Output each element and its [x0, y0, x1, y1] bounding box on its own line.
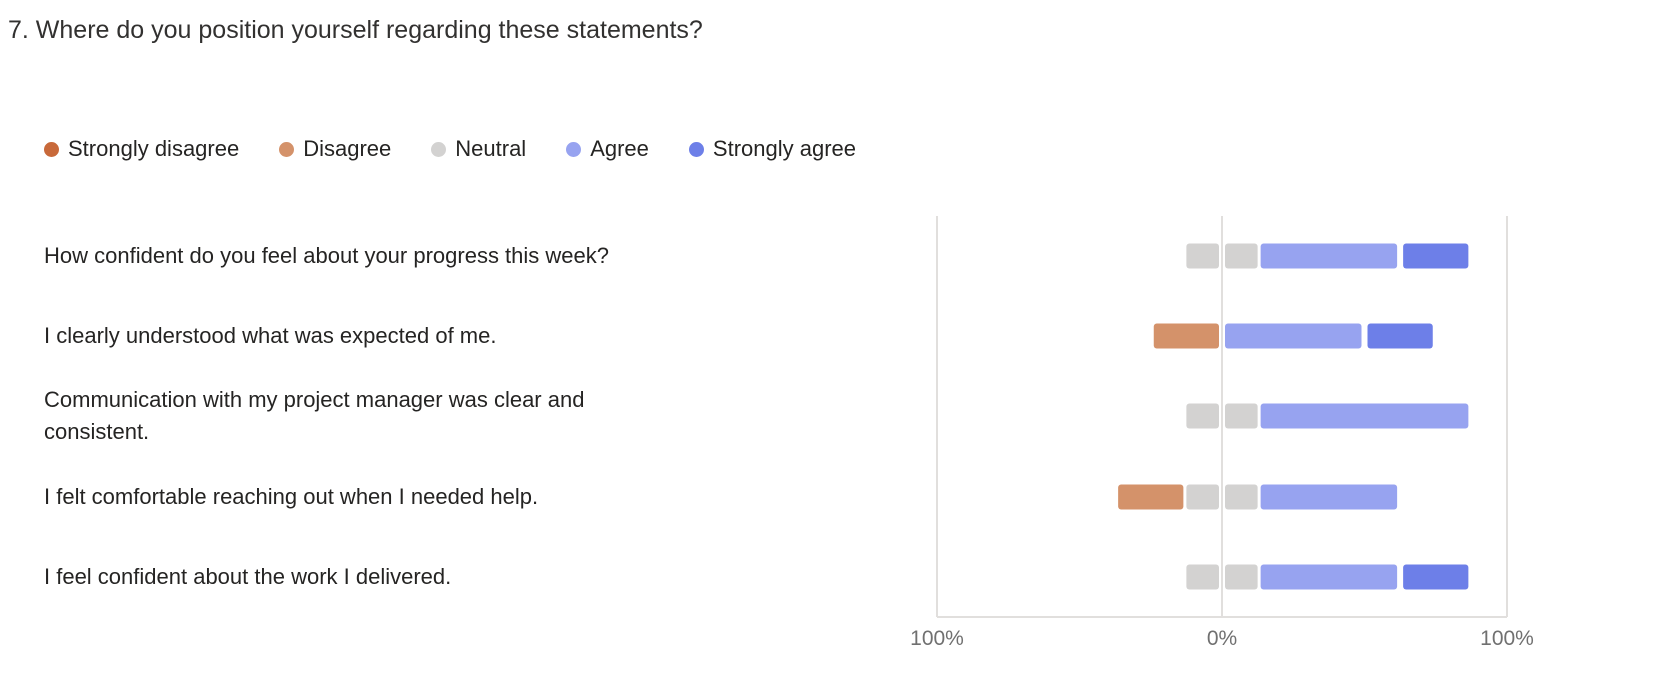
legend-dot-icon	[279, 141, 295, 157]
question-title: 7. Where do you position yourself regard…	[8, 16, 703, 44]
legend-item-strongly-disagree[interactable]: Strongly disagree	[44, 136, 239, 162]
bar-disagree	[1153, 323, 1219, 349]
bar-agree	[1260, 403, 1469, 429]
bar-neutral	[1225, 484, 1258, 510]
row-label: How confident do you feel about your pro…	[44, 243, 609, 268]
bar-neutral	[1186, 564, 1219, 590]
legend-item-agree[interactable]: Agree	[566, 136, 649, 162]
legend-dot-icon	[688, 141, 704, 157]
bar-neutral	[1225, 243, 1258, 269]
legend-label: Neutral	[455, 136, 527, 161]
bar-strongly-agree	[1403, 564, 1469, 590]
bar-neutral	[1186, 243, 1219, 269]
legend-dot-icon	[431, 141, 447, 157]
bar-agree	[1225, 323, 1362, 349]
bar-neutral	[1225, 403, 1258, 429]
x-tick-label: 0%	[1207, 627, 1237, 650]
legend-item-strongly-agree[interactable]: Strongly agree	[688, 136, 856, 162]
legend-dot-icon	[44, 141, 59, 157]
row-label: I felt comfortable reaching out when I n…	[44, 484, 539, 509]
row-label: Communication with my project manager wa…	[44, 387, 585, 444]
legend-label: Disagree	[303, 136, 392, 161]
row-label: I clearly understood what was expected o…	[44, 323, 497, 348]
x-tick-label: 100%	[1480, 627, 1534, 650]
legend-label: Agree	[590, 136, 649, 161]
bar-agree	[1260, 243, 1398, 269]
x-tick-label: 100%	[910, 627, 964, 650]
bar-disagree	[1118, 484, 1184, 510]
bar-neutral	[1186, 403, 1219, 429]
bar-strongly-agree	[1367, 323, 1433, 349]
legend-label: Strongly disagree	[68, 136, 240, 161]
bar-neutral	[1186, 484, 1219, 510]
bar-agree	[1260, 484, 1398, 510]
bar-agree	[1260, 564, 1398, 590]
chart-legend: Strongly disagree Disagree Neutral Agree Str…	[44, 136, 896, 162]
legend-dot-icon	[566, 141, 582, 157]
legend-label: Strongly agree	[712, 136, 856, 161]
bar-neutral	[1225, 564, 1258, 590]
legend-item-disagree[interactable]: Disagree	[279, 136, 391, 162]
row-label: I feel confident about the work I delive…	[44, 564, 452, 589]
bar-strongly-agree	[1403, 243, 1469, 269]
legend-item-neutral[interactable]: Neutral	[431, 136, 526, 162]
